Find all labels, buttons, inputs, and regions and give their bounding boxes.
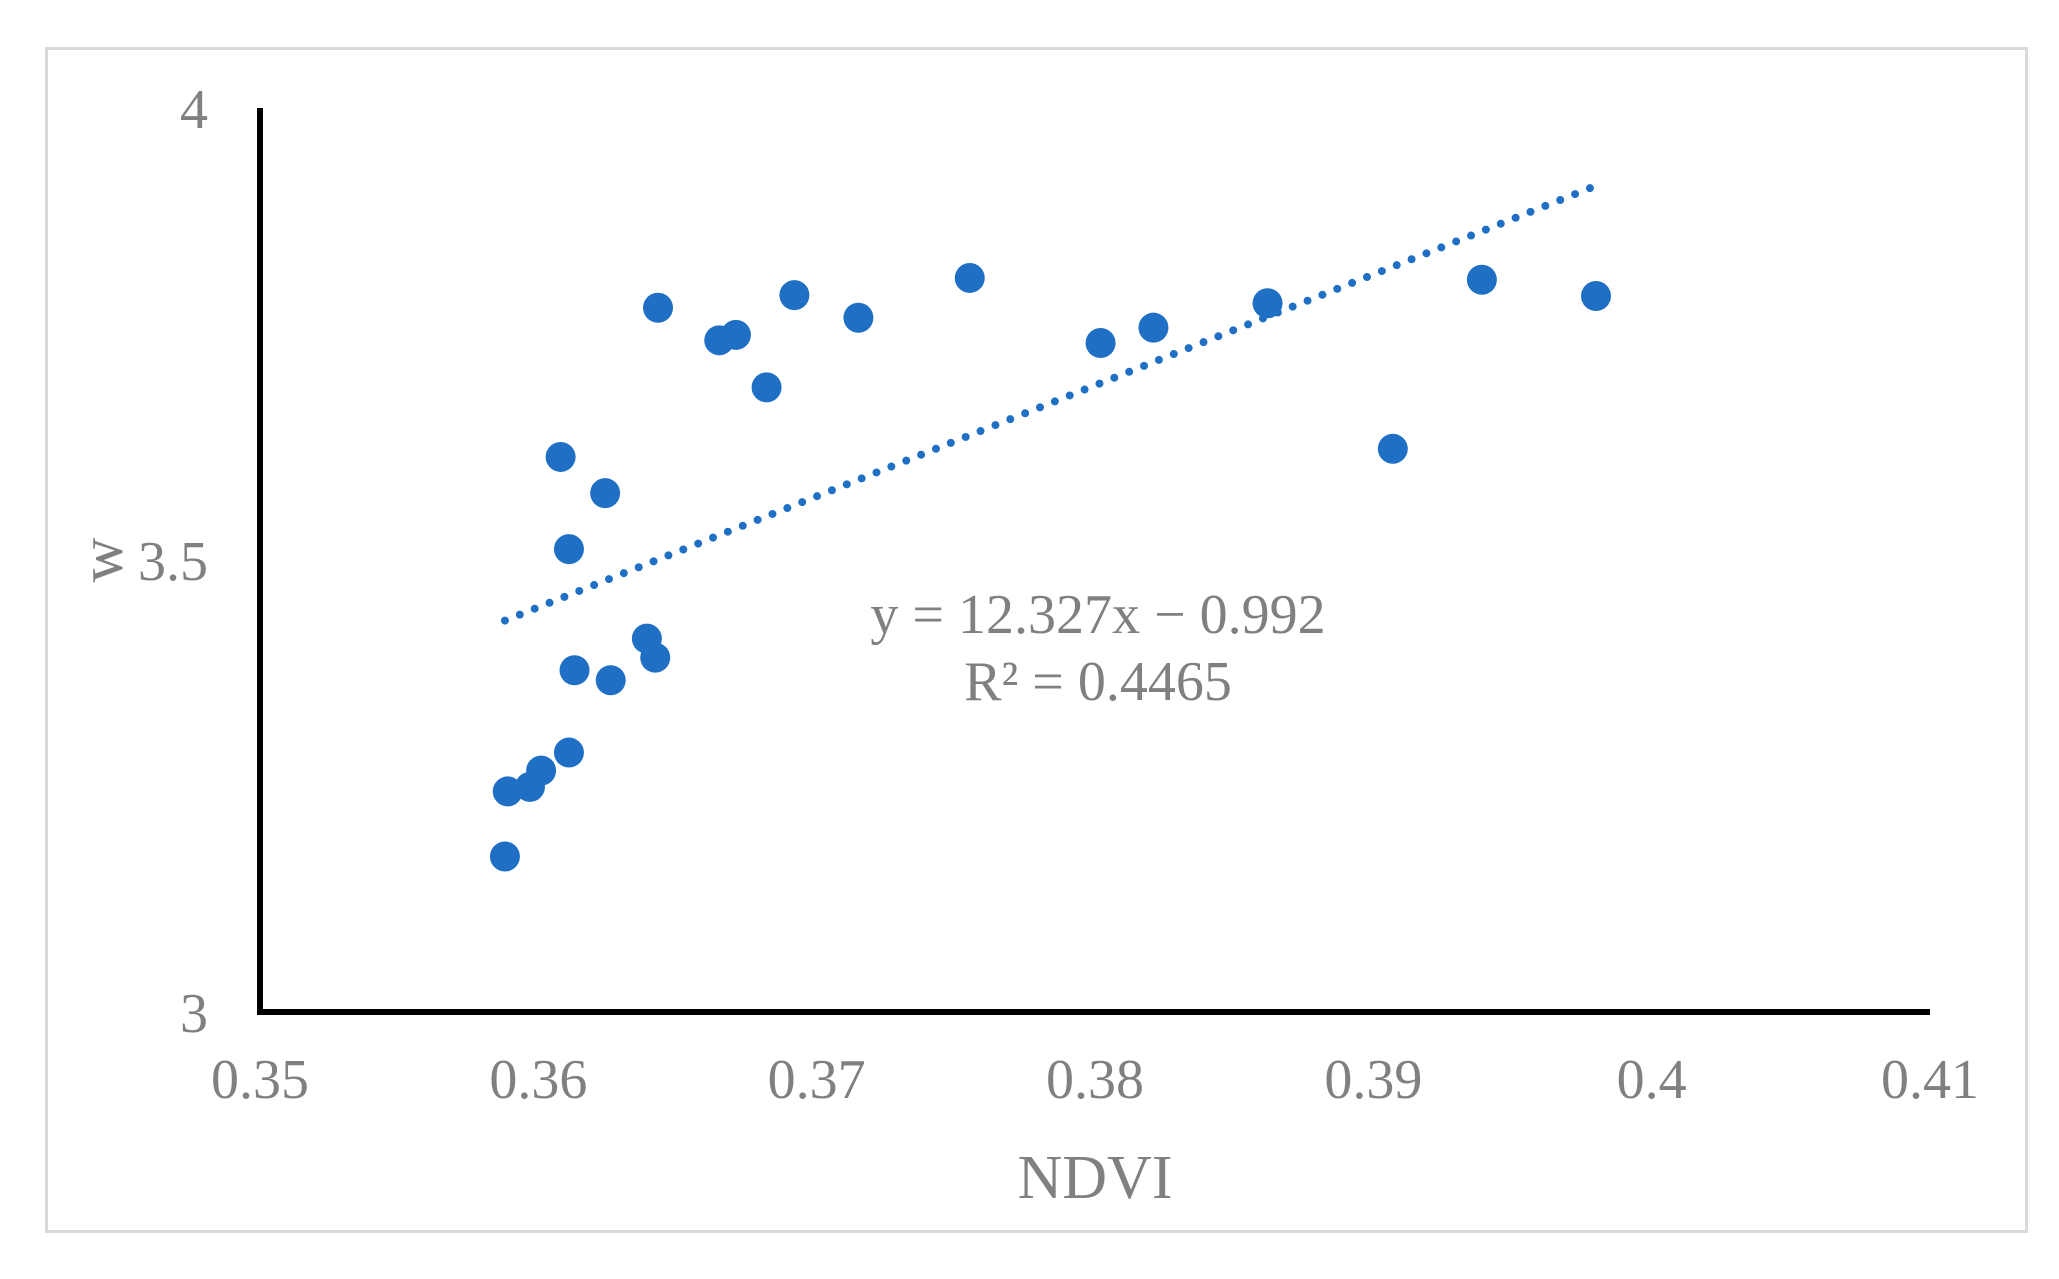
data-point xyxy=(1581,281,1611,312)
data-point xyxy=(1466,264,1497,295)
chart-frame xyxy=(45,47,2028,1233)
x-tick-label: 0.4 xyxy=(1617,1049,1687,1111)
data-point xyxy=(751,372,782,403)
data-point xyxy=(492,776,523,807)
x-tick-label: 0.38 xyxy=(1046,1049,1144,1111)
data-point xyxy=(545,441,576,472)
data-point xyxy=(1085,328,1116,359)
data-point xyxy=(553,534,584,565)
trendline xyxy=(500,181,1600,625)
data-point xyxy=(954,262,985,293)
x-tick-label: 0.36 xyxy=(489,1049,587,1111)
x-tick-label: 0.37 xyxy=(768,1049,866,1111)
data-point xyxy=(590,478,621,509)
y-axis-title: w xyxy=(68,537,136,582)
data-point xyxy=(643,292,674,323)
trendline-equation: y = 12.327x − 0.992 xyxy=(870,584,1325,646)
data-point xyxy=(595,665,626,696)
x-axis-title: NDVI xyxy=(1018,1144,1173,1212)
data-point xyxy=(526,755,557,786)
data-point xyxy=(553,737,584,768)
data-point xyxy=(1138,312,1169,343)
data-point xyxy=(640,642,671,673)
data-point xyxy=(489,841,520,872)
y-tick-label: 3.5 xyxy=(138,531,208,593)
trendline-layer xyxy=(500,181,1600,625)
data-point xyxy=(779,280,810,311)
trendline-r-squared: R² = 0.4465 xyxy=(964,651,1232,713)
x-tick-label: 0.39 xyxy=(1324,1049,1422,1111)
x-tick-label: 0.35 xyxy=(211,1049,309,1111)
data-points-layer xyxy=(489,262,1611,872)
data-point xyxy=(843,302,874,333)
y-tick-labels: 33.54 xyxy=(138,79,208,1045)
data-point xyxy=(720,319,751,350)
y-tick-label: 4 xyxy=(180,79,208,141)
y-tick-label: 3 xyxy=(180,983,208,1045)
x-tick-labels: 0.35 0.36 0.37 0.38 0.39 0.4 0.41 xyxy=(211,1049,1979,1111)
x-tick-label: 0.41 xyxy=(1881,1049,1979,1111)
data-point xyxy=(1377,433,1408,464)
data-point xyxy=(559,655,590,686)
